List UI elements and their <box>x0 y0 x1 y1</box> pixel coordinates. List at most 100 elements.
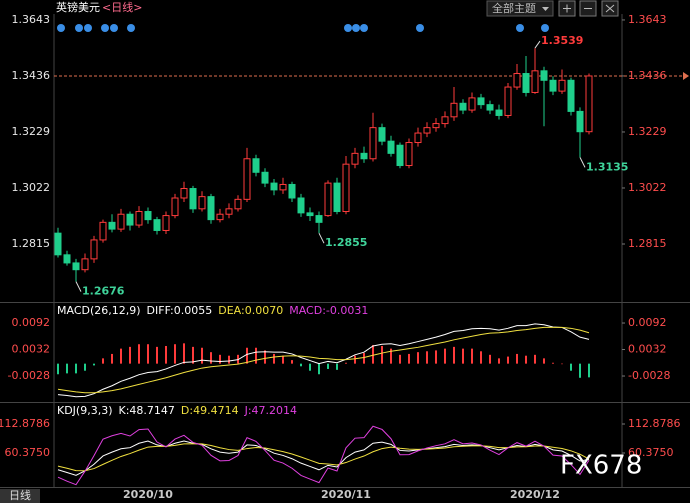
macd-bar <box>534 354 536 364</box>
theme-button-label[interactable]: 全部主题 <box>492 1 536 15</box>
macd-bar <box>417 352 419 364</box>
candle-body <box>180 188 188 199</box>
candle-body <box>495 109 503 116</box>
signal-dot <box>352 24 360 32</box>
period-tab-label[interactable]: 日线 <box>9 488 31 502</box>
macd-bar <box>354 355 356 364</box>
candle-body <box>576 110 584 133</box>
macd-bar <box>525 355 527 364</box>
macd-bar <box>129 346 131 364</box>
macd-bar <box>120 348 122 364</box>
macd-bar <box>174 344 176 364</box>
macd-bar <box>444 348 446 364</box>
signal-dot <box>516 24 524 32</box>
y-tick-label: 1.2815 <box>628 237 667 250</box>
candle-body <box>351 152 359 165</box>
annotation: 1.2676 <box>82 285 125 298</box>
indicator-line <box>57 425 590 486</box>
macd-bar <box>111 353 113 364</box>
macd-bar <box>210 352 212 364</box>
y-tick-label: 0.0092 <box>12 316 51 329</box>
candle-body <box>540 70 548 81</box>
macd-bar <box>588 363 590 378</box>
macd-bar <box>426 351 428 364</box>
signal-dot <box>84 24 92 32</box>
candle-body <box>333 182 341 213</box>
y-tick-label: 1.3229 <box>12 125 51 138</box>
macd-bar <box>264 350 266 364</box>
x-tick-label: 2020/11 <box>321 488 371 501</box>
signal-dot <box>541 24 549 32</box>
toolbar-icons <box>558 0 619 17</box>
y-tick-label: 60.3750 <box>5 446 51 459</box>
macd-bar <box>183 343 185 364</box>
y-tick-label: 1.3436 <box>12 69 51 82</box>
macd-bar <box>327 363 329 369</box>
candle-body <box>504 86 512 116</box>
macd-bar <box>336 363 338 370</box>
dropdown-arrow <box>542 7 549 11</box>
y-tick-label: 60.3750 <box>628 446 674 459</box>
macd-bar <box>102 358 104 364</box>
candle-body <box>522 73 530 93</box>
theme-button[interactable]: 全部主题 <box>486 0 554 17</box>
macd-bar <box>255 347 257 364</box>
candle-body <box>378 127 386 142</box>
y-tick-label: 0.0032 <box>12 343 51 356</box>
candle-body <box>108 221 116 230</box>
macd-bar <box>543 358 545 364</box>
icon-close <box>605 4 615 13</box>
macd-bar <box>507 356 509 364</box>
chart-title: 英镑美元 <box>56 0 100 14</box>
watermark: FX678 <box>560 451 642 481</box>
y-tick-label: 1.3643 <box>628 13 667 26</box>
candle-body <box>162 215 170 231</box>
y-tick-label: 1.3229 <box>628 125 667 138</box>
annotation: 1.2855 <box>325 236 367 249</box>
macd-bar <box>300 363 302 367</box>
period-tab-box[interactable] <box>0 489 40 503</box>
macd-bar <box>462 348 464 364</box>
candle-body <box>324 182 332 217</box>
candle-body <box>423 127 431 134</box>
macd-bar <box>147 344 149 364</box>
macd-bar <box>480 351 482 364</box>
macd-bar <box>192 346 194 364</box>
legend-entry: DIFF:0.0055 <box>147 304 213 317</box>
candle-body <box>198 196 206 210</box>
macd-bar <box>291 360 293 364</box>
legend-entry: K:48.7147 <box>119 404 175 417</box>
macd-bar <box>165 345 167 364</box>
period-tab[interactable]: 日线 <box>0 488 40 503</box>
annotation-leader <box>579 157 586 168</box>
macd-bar <box>489 354 491 364</box>
macd-bar <box>84 363 86 371</box>
macd-bar <box>66 363 68 374</box>
macd-bar <box>273 353 275 364</box>
candle-body <box>342 163 350 213</box>
candle-body <box>63 254 71 264</box>
macd-bar <box>228 355 230 364</box>
y-tick-label: 112.8786 <box>628 417 681 430</box>
theme-button-box[interactable] <box>486 0 554 17</box>
annotation-leader <box>318 232 325 244</box>
candle-body <box>270 182 278 191</box>
candle-body <box>153 219 161 231</box>
candle-body <box>135 211 143 226</box>
candle-body <box>585 75 593 133</box>
y-tick-label: 1.3022 <box>628 181 667 194</box>
candle-body <box>243 158 251 200</box>
legend-entry: D:49.4714 <box>181 404 239 417</box>
macd-bar <box>246 347 248 364</box>
candle-body <box>54 232 62 256</box>
y-tick-label: 1.3022 <box>12 181 51 194</box>
candle-body <box>99 221 107 241</box>
macd-bar <box>570 363 572 371</box>
legend-entry: DEA:0.0070 <box>218 304 283 317</box>
macd-bar <box>201 347 203 364</box>
candle-body <box>279 183 287 191</box>
chart-subtitle[interactable]: <日线> <box>102 0 142 14</box>
macd-bar <box>156 346 158 364</box>
macd-bar <box>561 363 563 365</box>
